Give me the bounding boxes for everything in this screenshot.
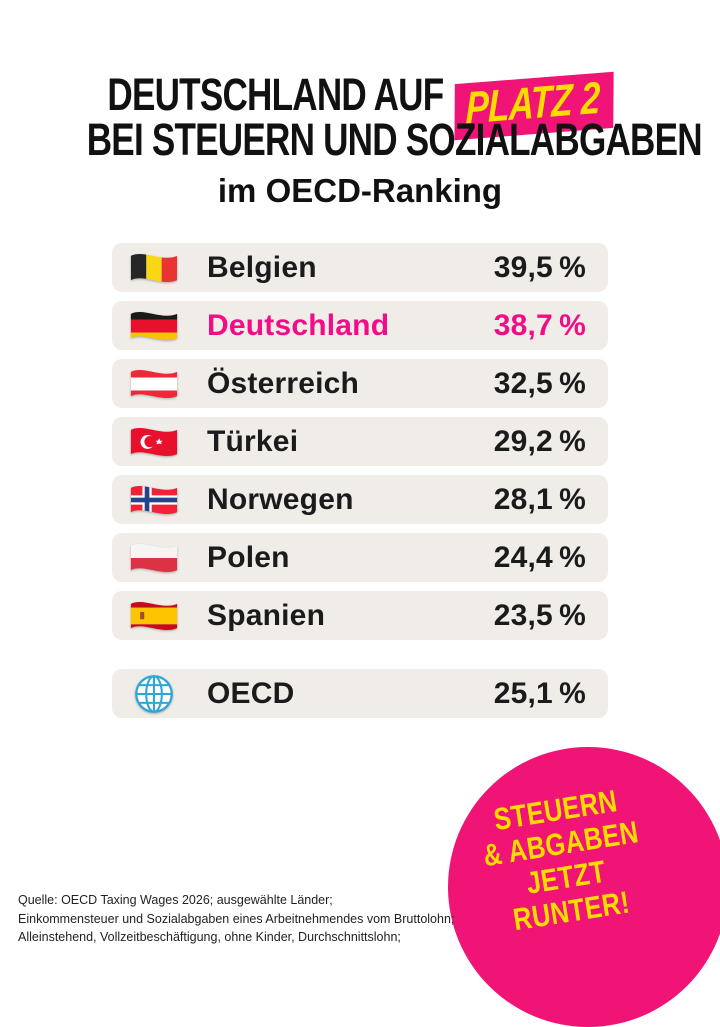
spain-flag-icon xyxy=(128,596,180,636)
page-title-line-1: DEUTSCHLAND AUF PLATZ 2 xyxy=(0,69,720,141)
percent-value: 23,5 % xyxy=(493,598,586,632)
turkey-flag-icon xyxy=(128,422,180,462)
country-label: Österreich xyxy=(207,366,360,400)
country-label: Norwegen xyxy=(207,482,354,516)
source-line: Alleinstehend, Vollzeitbeschäftigung, oh… xyxy=(18,930,401,944)
ranking-row-spanien: Spanien 23,5 % xyxy=(112,591,608,640)
ranking-row-deutschland: Deutschland 38,7 % xyxy=(112,301,608,350)
source-line: Quelle: OECD Taxing Wages 2026; ausgewäh… xyxy=(18,893,333,907)
belgium-flag-icon xyxy=(128,248,180,288)
page-title-line-2: BEI STEUERN UND SOZIALABGABEN xyxy=(0,117,720,163)
poland-flag-icon xyxy=(128,538,180,578)
cta-sticker-text: STEUERN & ABGABEN JETZT RUNTER! xyxy=(476,782,652,941)
subtitle: im OECD-Ranking xyxy=(217,172,503,209)
country-label: Türkei xyxy=(207,424,299,458)
ranking-row-polen: Polen 24,4 % xyxy=(112,533,608,582)
percent-value: 28,1 % xyxy=(493,482,586,516)
norway-flag-icon xyxy=(128,480,180,520)
percent-value: 29,2 % xyxy=(493,424,586,458)
source-line: Einkommensteuer und Sozialabgaben eines … xyxy=(18,911,455,926)
ranking-row-oecd: OECD 25,1 % xyxy=(112,669,608,718)
title-text-line-2: BEI STEUERN UND SOZIALABGABEN xyxy=(86,114,703,165)
percent-value: 38,7 % xyxy=(493,308,586,342)
ranking-list: Belgien 39,5 % Deutschland 38,7 % xyxy=(112,243,608,727)
country-label: Polen xyxy=(207,540,290,574)
ranking-row-tuerkei: Türkei 29,2 % xyxy=(112,417,608,466)
cta-sticker: STEUERN & ABGABEN JETZT RUNTER! xyxy=(448,747,720,1027)
ranking-row-norwegen: Norwegen 28,1 % xyxy=(112,475,608,524)
austria-flag-icon xyxy=(128,364,180,404)
country-label: Belgien xyxy=(207,250,317,284)
ranking-row-oesterreich: Österreich 32,5 % xyxy=(112,359,608,408)
percent-value: 32,5 % xyxy=(493,366,586,400)
germany-flag-icon xyxy=(128,306,180,346)
country-label: Deutschland xyxy=(207,308,390,342)
percent-value: 25,1 % xyxy=(493,676,586,710)
oecd-label: OECD xyxy=(207,676,295,710)
country-label: Spanien xyxy=(207,598,326,632)
source-note: Quelle: OECD Taxing Wages 2026; ausgewäh… xyxy=(18,891,454,947)
title-text-line-1: DEUTSCHLAND AUF xyxy=(106,69,444,120)
ranking-row-belgien: Belgien 39,5 % xyxy=(112,243,608,292)
globe-icon xyxy=(128,674,180,714)
percent-value: 39,5 % xyxy=(493,250,586,284)
percent-value: 24,4 % xyxy=(493,540,586,574)
